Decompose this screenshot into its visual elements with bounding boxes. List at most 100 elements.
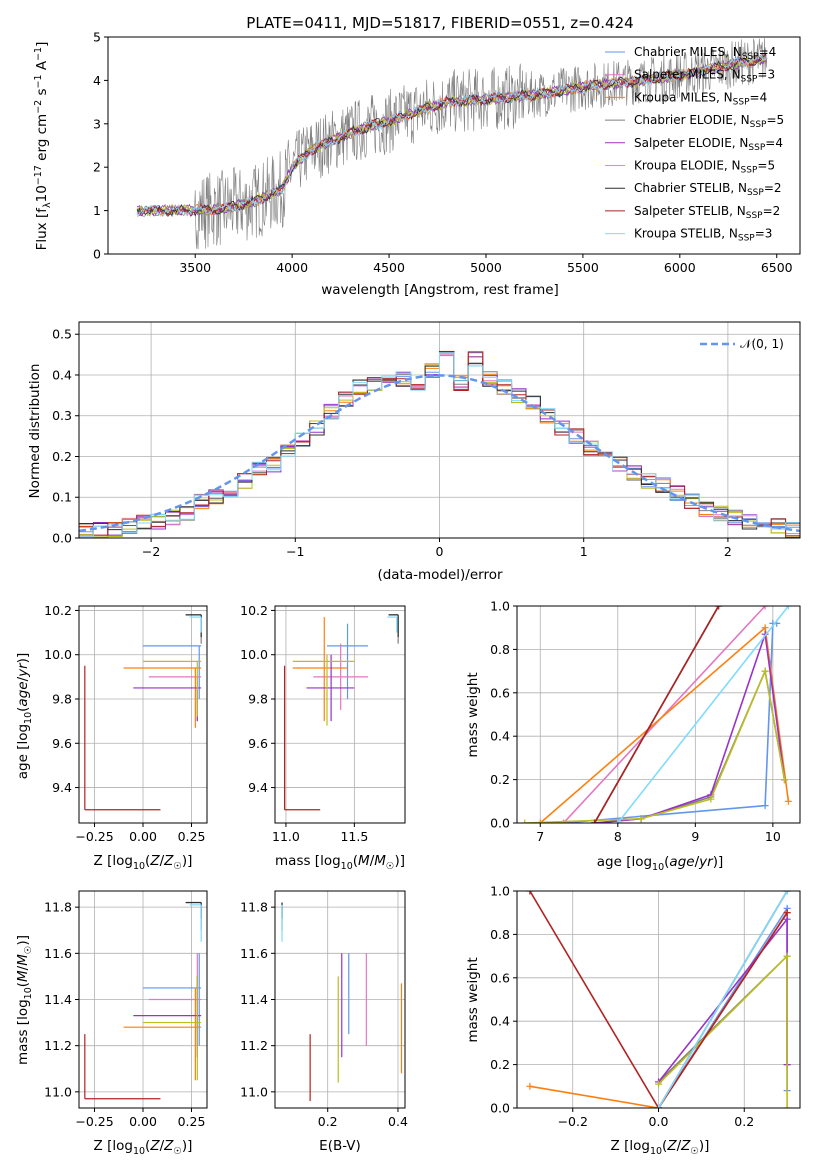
y-tick-label: 0.5 [52, 327, 72, 342]
y-tick-label: 0.2 [52, 449, 72, 464]
legend-label: Kroupa MILES, NSSP=4 [634, 90, 767, 107]
x-tick-label: 11.0 [272, 829, 300, 844]
mass-weight-marker [637, 815, 645, 823]
mass-weight-marker [761, 667, 769, 675]
plot-area [79, 350, 800, 538]
legend-label: Salpeter MILES, NSSP=3 [634, 68, 775, 85]
y-tick-label: 11.8 [44, 900, 72, 915]
mass-weight-marker [526, 1082, 534, 1090]
x-tick-label: 9 [691, 829, 699, 844]
y-tick-label: 9.4 [52, 780, 72, 795]
y-tick-label: 11.6 [44, 946, 72, 961]
model-spectrum-line [136, 55, 767, 217]
x-tick-label: 0.2 [734, 1114, 754, 1129]
plot-area [84, 614, 202, 811]
axes-frame [516, 605, 801, 824]
mass-weight-line [657, 954, 788, 1108]
residual-panel: −2 −1 0 1 2 0.0 0.1 0.2 0.3 0.4 0.5 𝒩(0, 1) [52, 321, 801, 559]
y-tick-label: 11.0 [44, 1084, 72, 1099]
y-tick-label: 2 [93, 160, 101, 175]
legend-label: Kroupa ELODIE, NSSP=5 [634, 159, 775, 176]
x-tick-label: 2 [724, 544, 732, 559]
mass-weight-marker [783, 915, 791, 923]
y-tick-label: 0.0 [490, 1101, 510, 1116]
mass-weight-marker [614, 819, 622, 823]
mass-weight-marker [761, 624, 769, 632]
spectrum-ylabel: Flux [fλ10−17 erg cm−2 s−1 A−1] [33, 42, 53, 251]
mass-weight-line [594, 633, 786, 823]
y-tick-label: 0.4 [490, 1014, 510, 1029]
mass-weight-marker [560, 819, 568, 823]
y-tick-label: 10.2 [240, 603, 268, 618]
x-tick-label: 0.00 [129, 1114, 157, 1129]
weight-age-xlabel: age [log10(age/yr)] [597, 854, 723, 873]
mass-weight-marker [761, 606, 769, 610]
mass-weight-marker [715, 606, 723, 610]
axes-frame [274, 890, 406, 1109]
y-tick-label: 1 [93, 203, 101, 218]
x-tick-label: 3500 [179, 260, 211, 275]
mass-weight-marker [783, 952, 791, 960]
mass-weight-marker [707, 795, 715, 803]
y-tick-label: 0.3 [52, 408, 72, 423]
x-tick-label: 0 [436, 544, 444, 559]
x-tick-label: 1 [580, 544, 588, 559]
mass-weight-marker [591, 819, 599, 823]
residual-ylabel: Normed distribution [27, 364, 43, 499]
x-tick-label: 0.2 [318, 1114, 338, 1129]
plot-area [521, 606, 792, 823]
y-tick-label: 9.8 [248, 692, 268, 707]
plot-area [281, 902, 403, 1102]
gaussian-curve [79, 374, 800, 533]
y-tick-label: 3 [93, 116, 101, 131]
axes-frame [78, 605, 208, 824]
grid-lines [517, 890, 800, 1109]
weight-age-ylabel: mass weight [465, 672, 481, 757]
mass-vs-z-panel: −0.25 0.00 0.25 11.0 11.2 11.4 11.6 11.8 [44, 890, 208, 1129]
x-tick-label: −2 [142, 544, 160, 559]
mass-weight-marker [780, 776, 788, 784]
grid-lines [275, 606, 405, 823]
x-tick-label: 6500 [761, 260, 793, 275]
x-tick-label: 0.0 [649, 1114, 669, 1129]
x-tick-label: 10 [765, 829, 781, 844]
mass-weight-line [539, 626, 790, 823]
x-tick-label: 0.25 [178, 829, 206, 844]
y-tick-label: 0.0 [490, 816, 510, 831]
y-tick-label: 11.0 [240, 1084, 268, 1099]
age-vs-mass-panel: 11.0 11.5 9.4 9.6 9.8 10.0 10.2 [240, 603, 406, 844]
observed-spectrum-line [136, 37, 768, 250]
y-tick-label: 10.0 [44, 647, 72, 662]
x-tick-label: 7 [536, 829, 544, 844]
x-tick-label: 4000 [276, 260, 308, 275]
y-tick-label: 9.8 [52, 692, 72, 707]
mass-vs-ebv-panel: 0.2 0.4 11.0 11.2 11.4 11.6 11.8 [240, 890, 408, 1129]
legend-label: Chabrier MILES, NSSP=4 [634, 45, 776, 62]
axes-frame [516, 890, 801, 1109]
x-tick-label: 0.25 [178, 1114, 206, 1129]
axes-frame [274, 605, 406, 824]
age-vs-z-panel: −0.25 0.00 0.25 9.4 9.6 9.8 10.0 10.2 [44, 603, 208, 844]
age-z-ylabel: age [log10(age/yr)] [15, 653, 34, 779]
legend-label: Chabrier ELODIE, NSSP=5 [634, 113, 784, 130]
mass-ebv-xlabel: E(B-V) [319, 1138, 361, 1154]
spectrum-title: PLATE=0411, MJD=51817, FIBERID=0551, z=0… [246, 14, 633, 32]
y-tick-label: 11.6 [240, 946, 268, 961]
y-tick-label: 0.2 [490, 1057, 510, 1072]
mass-weight-marker [655, 1104, 662, 1108]
y-tick-label: 0 [93, 247, 101, 262]
x-tick-label: −0.2 [558, 1114, 588, 1129]
weight-z-xlabel: Z [log10(Z/Z☉)] [611, 1138, 710, 1157]
residual-xlabel: (data-model)/error [377, 567, 503, 583]
mass-weight-line [617, 606, 790, 823]
axes-frame [78, 890, 208, 1109]
x-tick-label: −1 [286, 544, 304, 559]
x-tick-label: 0.00 [129, 829, 157, 844]
spectrum-xlabel: wavelength [Angstrom, rest frame] [321, 282, 559, 298]
age-mass-xlabel: mass [log10(M/M☉)] [275, 853, 405, 872]
y-tick-label: 0.4 [490, 729, 510, 744]
weight-vs-z-panel: −0.2 0.0 0.2 0.0 0.2 0.4 0.6 0.8 1.0 [490, 884, 801, 1129]
mass-weight-marker [521, 819, 529, 823]
model-spectrum-line [136, 53, 767, 217]
